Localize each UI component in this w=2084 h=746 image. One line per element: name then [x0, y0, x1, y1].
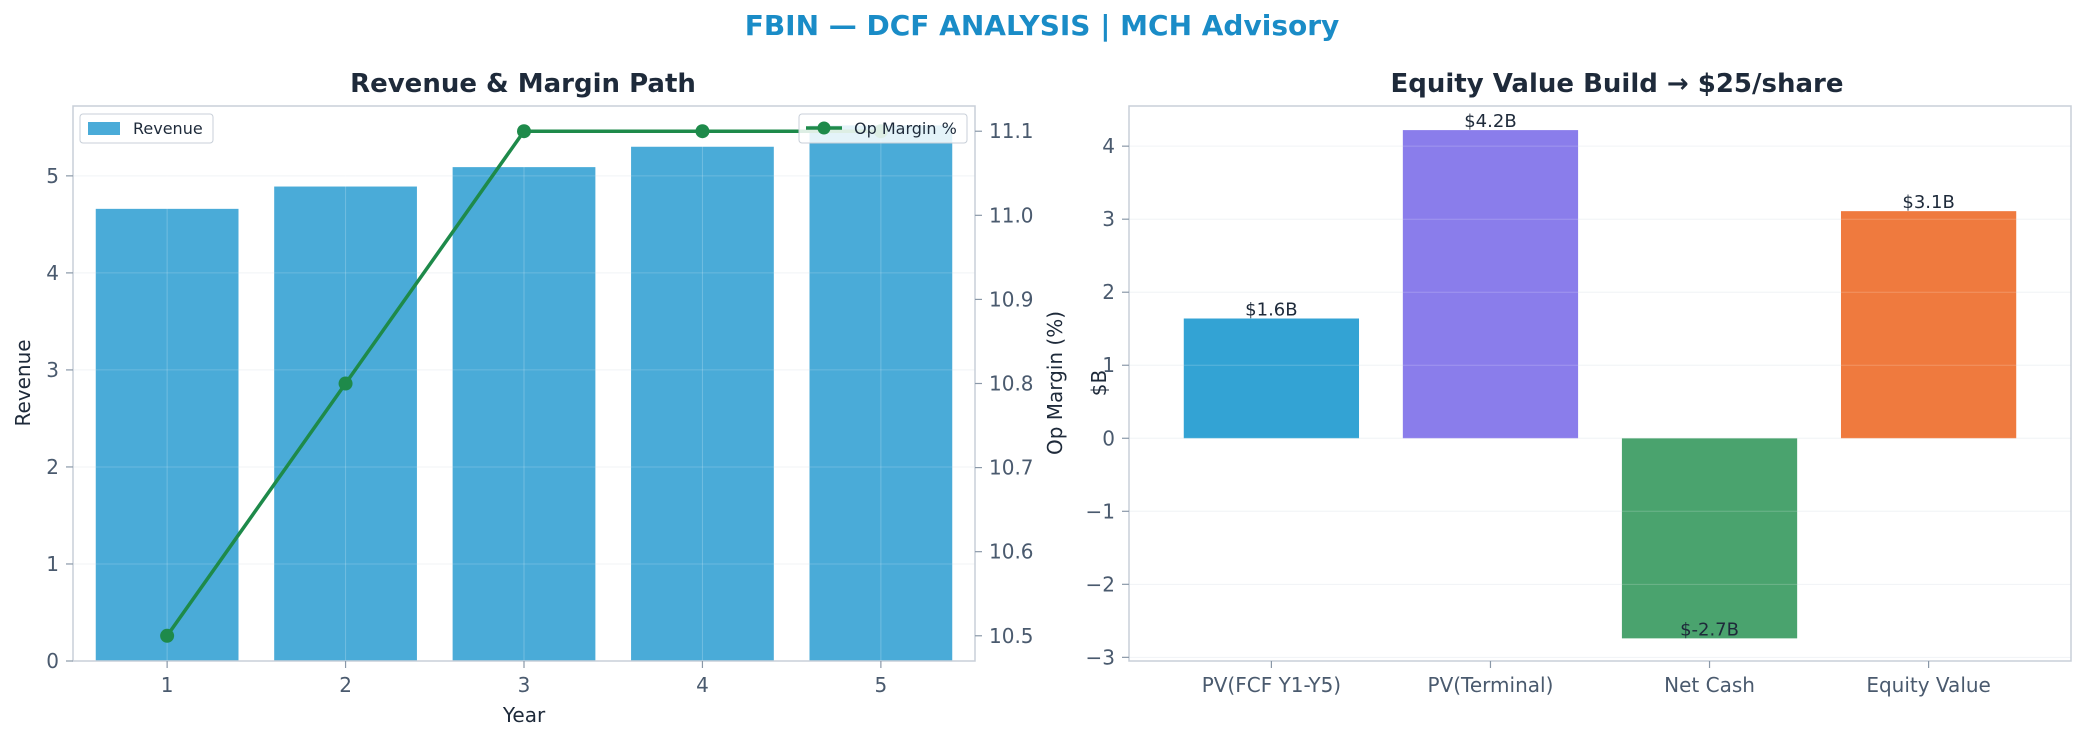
left-y2-tick-label: 10.8 — [989, 372, 1034, 396]
revenue-legend: Revenue — [79, 113, 214, 144]
left-y-tick-label: 2 — [46, 455, 59, 479]
right-x-tick-label: Equity Value — [1866, 673, 1991, 697]
revenue-bar — [95, 208, 239, 661]
right-y-tick-label: −3 — [1086, 645, 1115, 669]
right-y-tick-label: 2 — [1102, 280, 1115, 304]
left-y2-ticks: 10.5 10.6 10.7 10.8 10.9 11.0 11.1 — [975, 119, 1034, 648]
right-y-axis-label: $B — [1087, 370, 1111, 396]
equity-bar-label: $1.6B — [1245, 300, 1297, 321]
left-x-tick-label: 2 — [339, 673, 352, 697]
left-y-tick-label: 4 — [46, 261, 59, 285]
revenue-bar — [631, 146, 774, 661]
left-y-axis-label: Revenue — [11, 339, 35, 426]
right-y-tick-label: 4 — [1102, 134, 1115, 158]
left-y-tick-label: 0 — [46, 649, 59, 673]
equity-bars — [1129, 130, 2071, 658]
left-y-tick-label: 5 — [46, 164, 59, 188]
equity-bar-label: $3.1B — [1902, 192, 1954, 213]
right-y-tick-label: 1 — [1102, 353, 1115, 377]
left-y-ticks: 0 1 2 3 4 5 — [46, 164, 73, 673]
left-y-tick-label: 3 — [46, 358, 59, 382]
op-margin-legend: Op Margin % — [798, 113, 968, 144]
equity-bar-label: $4.2B — [1464, 111, 1516, 132]
equity-bar-label: $-2.7B — [1680, 619, 1739, 640]
left-x-tick-label: 5 — [875, 673, 888, 697]
right-y-tick-label: 3 — [1102, 207, 1115, 231]
op-margin-point — [160, 628, 175, 643]
equity-bar-labels: $1.6B $4.2B $-2.7B $3.1B — [1245, 111, 1955, 640]
equity-bar — [1402, 130, 1579, 439]
left-y2-tick-label: 11.0 — [989, 203, 1034, 227]
op-margin-point — [695, 124, 710, 139]
left-y2-tick-label: 10.6 — [989, 540, 1034, 564]
right-chart-title: Equity Value Build → $25/share — [1391, 69, 1844, 99]
right-plot-frame — [1128, 105, 2072, 662]
figure-suptitle: FBIN — DCF ANALYSIS | MCH Advisory — [745, 9, 1340, 42]
left-x-axis-label: Year — [502, 703, 546, 727]
left-chart-title: Revenue & Margin Path — [350, 69, 696, 99]
revenue-bars — [73, 106, 975, 662]
right-x-tick-label: PV(FCF Y1-Y5) — [1202, 673, 1341, 697]
right-x-tick-label: PV(Terminal) — [1428, 673, 1554, 697]
op-margin-point — [338, 376, 353, 391]
equity-bar — [1183, 318, 1360, 439]
right-y-tick-label: −1 — [1086, 499, 1115, 523]
left-x-tick-label: 1 — [161, 673, 174, 697]
left-x-tick-label: 4 — [696, 673, 709, 697]
right-y-ticks: −3 −2 −1 0 1 2 3 4 — [1086, 134, 1129, 669]
left-x-tick-label: 3 — [518, 673, 531, 697]
left-y2-tick-label: 10.7 — [989, 456, 1034, 480]
revenue-bar — [809, 125, 953, 662]
equity-value-chart: Equity Value Build → $25/share −3 −2 −1 0 1 2… — [1086, 69, 2072, 697]
legend-op-margin-label: Op Margin % — [854, 119, 957, 138]
left-y2-tick-label: 11.1 — [989, 119, 1034, 143]
left-y2-tick-label: 10.5 — [989, 624, 1034, 648]
left-y2-tick-label: 10.9 — [989, 287, 1034, 311]
right-x-tick-label: Net Cash — [1664, 673, 1755, 697]
left-x-ticks: 1 2 3 4 5 — [161, 661, 887, 697]
right-x-ticks: PV(FCF Y1-Y5) PV(Terminal) Net Cash Equity … — [1202, 661, 1991, 697]
left-y2-axis-label: Op Margin (%) — [1043, 311, 1067, 455]
right-y-tick-label: 0 — [1102, 426, 1115, 450]
op-margin-point — [517, 124, 531, 139]
equity-bar — [1621, 438, 1798, 639]
left-y-tick-label: 1 — [46, 552, 59, 576]
revenue-bar — [452, 167, 596, 661]
equity-bar — [1840, 211, 2017, 439]
right-y-tick-label: −2 — [1086, 572, 1115, 596]
revenue-bar — [274, 186, 417, 662]
legend-revenue-label: Revenue — [133, 119, 203, 138]
